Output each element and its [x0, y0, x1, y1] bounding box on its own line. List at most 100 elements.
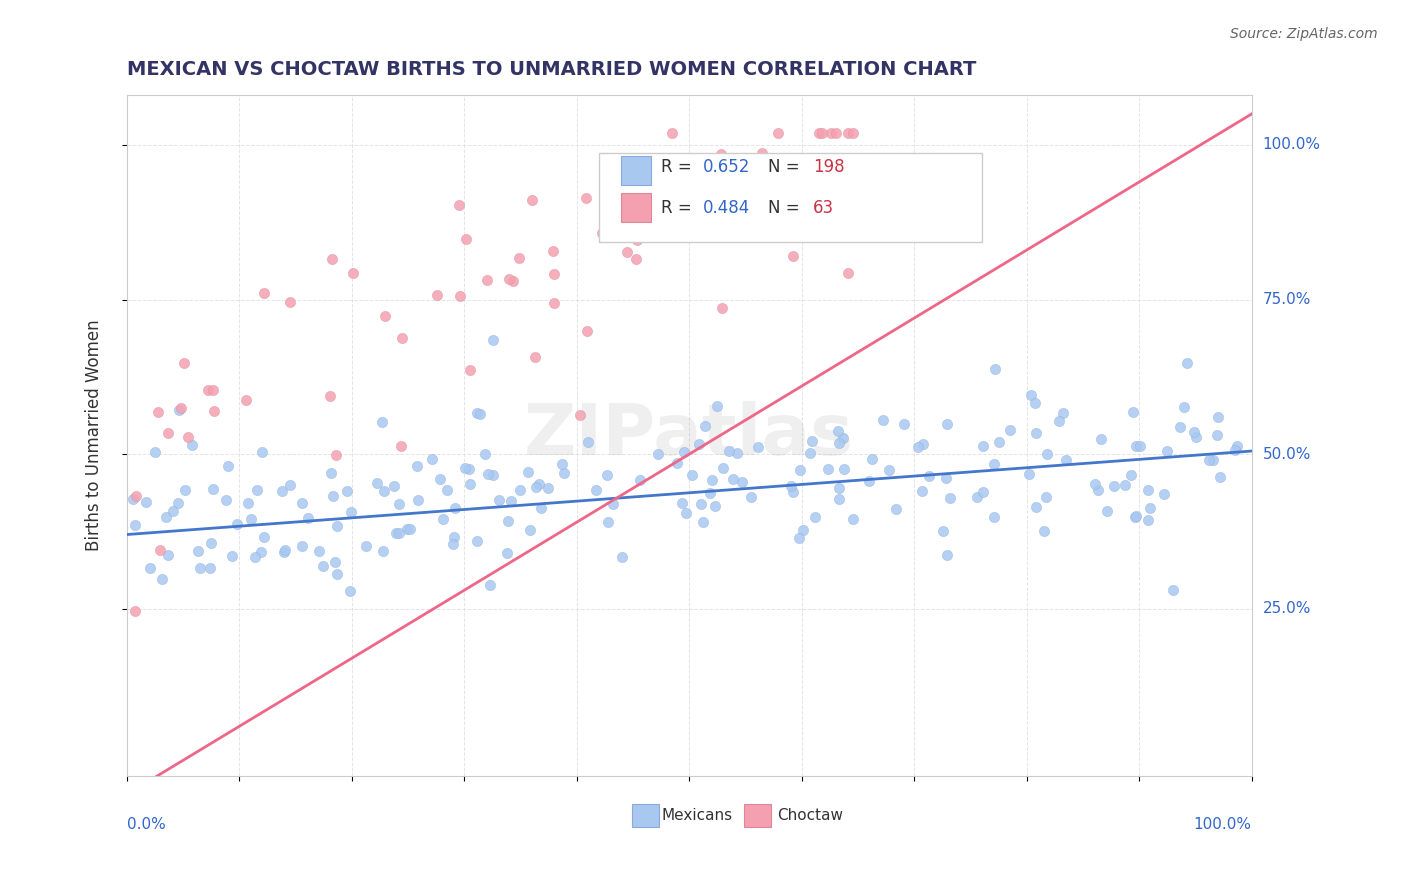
FancyBboxPatch shape — [744, 805, 772, 828]
Text: 198: 198 — [813, 158, 845, 176]
Point — [602, 497, 624, 511]
Point — [235, 392, 257, 407]
Point — [246, 483, 269, 498]
Point — [145, 445, 167, 459]
Point — [221, 549, 243, 563]
Point — [718, 444, 741, 458]
Point — [966, 491, 988, 505]
Point — [1019, 388, 1042, 402]
Point — [1102, 479, 1125, 493]
Point — [837, 126, 859, 140]
Point — [278, 478, 301, 492]
Point — [508, 252, 530, 266]
Point — [339, 584, 361, 599]
Point — [149, 543, 172, 558]
Point — [692, 515, 714, 529]
Text: 75.0%: 75.0% — [1263, 292, 1310, 307]
Point — [703, 500, 725, 514]
Point — [370, 415, 392, 429]
Point — [1033, 524, 1056, 538]
Text: 25.0%: 25.0% — [1263, 601, 1310, 616]
Point — [148, 405, 170, 419]
Point — [122, 491, 145, 506]
Point — [1202, 453, 1225, 467]
Point — [799, 446, 821, 460]
Point — [537, 481, 560, 495]
Point — [681, 467, 703, 482]
Point — [672, 445, 695, 459]
Point — [524, 351, 547, 365]
Point — [886, 502, 908, 516]
Point — [935, 471, 957, 485]
Point — [543, 267, 565, 281]
Point — [1122, 405, 1144, 419]
Point — [217, 458, 239, 473]
Point — [509, 483, 531, 498]
Point — [1084, 477, 1107, 491]
Point — [495, 546, 517, 560]
Point — [449, 289, 471, 303]
Point — [198, 561, 221, 575]
Point — [706, 399, 728, 413]
Point — [596, 515, 619, 529]
Point — [569, 408, 592, 422]
Point — [441, 537, 464, 551]
Point — [575, 191, 598, 205]
Point — [458, 462, 481, 476]
Point — [661, 126, 683, 140]
Point — [157, 426, 180, 441]
Point — [1125, 439, 1147, 453]
FancyBboxPatch shape — [620, 156, 651, 185]
Point — [167, 402, 190, 417]
Point — [436, 483, 458, 498]
Point — [804, 509, 827, 524]
Point — [585, 483, 607, 497]
Point — [1185, 430, 1208, 444]
Point — [983, 510, 1005, 524]
Point — [983, 457, 1005, 471]
Point — [291, 496, 314, 510]
Point — [824, 126, 846, 140]
Point — [683, 189, 706, 203]
Point — [166, 496, 188, 510]
Text: MEXICAN VS CHOCTAW BIRTHS TO UNMARRIED WOMEN CORRELATION CHART: MEXICAN VS CHOCTAW BIRTHS TO UNMARRIED W… — [127, 60, 976, 78]
Point — [391, 331, 413, 345]
Point — [389, 439, 412, 453]
Point — [820, 126, 842, 140]
Point — [467, 533, 489, 548]
Point — [1136, 512, 1159, 526]
Point — [1173, 400, 1195, 414]
Point — [280, 295, 302, 310]
Point — [187, 543, 209, 558]
Point — [596, 467, 619, 482]
Point — [396, 522, 419, 536]
Point — [610, 549, 633, 564]
Point — [766, 186, 789, 201]
Text: R =: R = — [661, 158, 697, 176]
Point — [1198, 452, 1220, 467]
Point — [1206, 410, 1229, 425]
Point — [591, 226, 613, 240]
Point — [936, 548, 959, 562]
Point — [543, 296, 565, 310]
Point — [202, 404, 225, 418]
Text: 63: 63 — [813, 199, 834, 217]
Point — [366, 475, 388, 490]
Point — [477, 467, 499, 481]
Point — [124, 517, 146, 532]
Point — [1119, 468, 1142, 483]
Point — [801, 434, 824, 449]
Point — [543, 244, 565, 258]
Point — [479, 578, 502, 592]
Point — [173, 356, 195, 370]
Point — [628, 473, 651, 487]
Point — [162, 504, 184, 518]
Point — [321, 252, 343, 266]
Point — [1206, 428, 1229, 442]
Text: Choctaw: Choctaw — [778, 807, 844, 822]
Point — [578, 434, 600, 449]
Point — [385, 525, 408, 540]
Point — [912, 436, 935, 450]
Point — [474, 447, 496, 461]
Point — [1025, 426, 1047, 441]
